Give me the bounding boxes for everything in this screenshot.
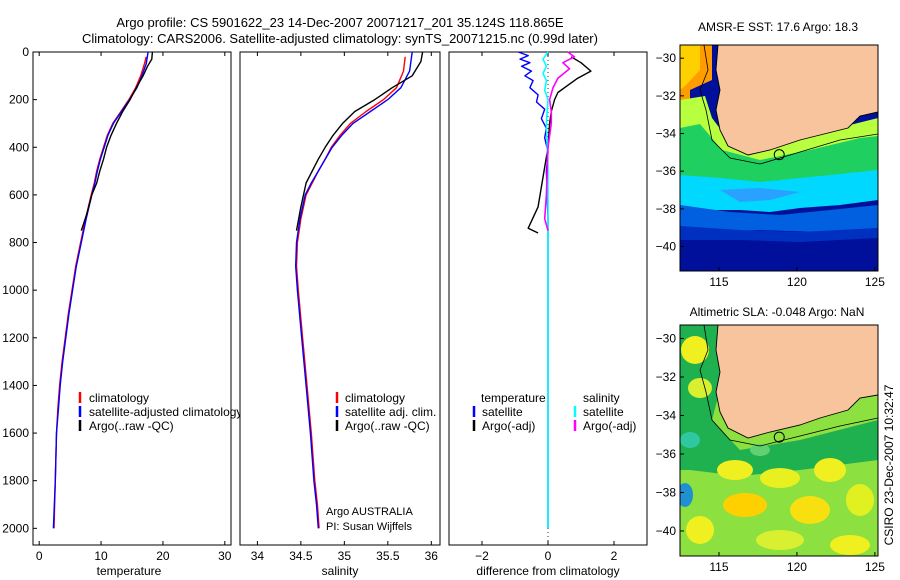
figure-title-line1: Argo profile: CS 5901622_23 14-Dec-2007 …: [116, 15, 563, 30]
map-y-tick-label: −34: [656, 127, 677, 141]
sst-map-frame: [679, 44, 879, 272]
map-y-tick-label: −38: [656, 202, 677, 216]
x-tick-label: 0: [36, 549, 43, 563]
pi-name-label: PI: Susan Wijffels: [326, 521, 412, 533]
series-line-argo-raw-qc: [295, 51, 424, 231]
legend-label-satellite: satellite-adjusted climatology: [89, 405, 242, 419]
sst-map-ticks: 115 120 125 −30 −32 −34 −36 −38 −40: [656, 51, 886, 289]
legend-label-temp-argo: Argo(-adj): [482, 419, 535, 433]
map-y-tick-label: −40: [656, 240, 677, 254]
y-tick-label: 1200: [2, 331, 29, 345]
y-tick-label: 1000: [2, 283, 29, 297]
temperature-y-ticks: 0 200 400 600 800 1000 1200 1400 1600 1800 2000: [2, 45, 37, 535]
legend-title-salinity: salinity: [583, 391, 620, 405]
y-tick-label: 200: [9, 93, 29, 107]
temperature-legend: climatology satellite-adjusted climatolo…: [78, 391, 242, 433]
x-tick-label: 35.5: [376, 549, 400, 563]
map-x-tick-label: 125: [865, 560, 885, 574]
x-tick-label: 34.5: [289, 549, 313, 563]
legend-label-sal-satellite: satellite: [583, 405, 624, 419]
legend-label-sal-argo: Argo(-adj): [583, 419, 636, 433]
y-tick-label: 800: [9, 236, 29, 250]
y-tick-label: 1600: [2, 426, 29, 440]
salinity-panel: 34 34.5 35 35.5 36 salinity climatology sate…: [239, 51, 441, 578]
x-tick-label: 36: [425, 549, 439, 563]
temperature-axes-frame: [32, 51, 232, 546]
x-tick-label: 35: [338, 549, 352, 563]
x-tick-label: 0: [545, 549, 552, 563]
x-tick-label: 2: [611, 549, 618, 563]
y-tick-label: 0: [22, 45, 29, 59]
sla-map-panel: Altimetric SLA: -0.048 Argo: NaN 115: [656, 305, 886, 574]
legend-label-argo: Argo(..raw -QC): [89, 419, 174, 433]
series-line-argo-raw-qc: [80, 51, 154, 231]
series-line-climatology: [295, 56, 406, 529]
temperature-panel: 0 200 400 600 800 1000 1200 1400 1600 1800 2000 0 1…: [2, 45, 242, 578]
map-y-tick-label: −32: [656, 370, 677, 384]
difference-x-label: difference from climatology: [476, 564, 619, 578]
temperature-x-ticks: 0 10 20 30: [36, 52, 232, 563]
sst-map-panel: AMSR-E SST: 17.6 Argo: 18.3 115 120 125 −30…: [656, 20, 886, 289]
salinity-axes-frame: [239, 51, 441, 546]
map-x-tick-label: 120: [787, 275, 807, 289]
legend-label-temp-satellite: satellite: [482, 405, 523, 419]
argo-program-label: Argo AUSTRALIA: [326, 506, 413, 518]
map-y-tick-label: −36: [656, 164, 677, 178]
map-x-tick-label: 115: [709, 560, 728, 574]
map-y-tick-label: −32: [656, 89, 677, 103]
difference-lines: [518, 51, 592, 529]
sst-map-title: AMSR-E SST: 17.6 Argo: 18.3: [698, 20, 858, 34]
x-tick-label: −2: [475, 549, 489, 563]
sla-map-title: Altimetric SLA: -0.048 Argo: NaN: [690, 305, 865, 319]
difference-panel: −2 0 2 difference from climatology tempera…: [448, 51, 648, 578]
legend-label-climatology: climatology: [345, 391, 405, 405]
legend-label-climatology: climatology: [89, 391, 149, 405]
temperature-x-label: temperature: [97, 564, 162, 578]
salinity-x-label: salinity: [322, 564, 359, 578]
map-y-tick-label: −36: [656, 447, 677, 461]
x-tick-label: 20: [156, 549, 170, 563]
series-line-satellite-adj-clim: [295, 51, 413, 529]
x-tick-label: 10: [94, 549, 108, 563]
sst-field: [680, 45, 878, 271]
y-tick-label: 1400: [2, 378, 29, 392]
y-tick-label: 2000: [2, 521, 29, 535]
map-y-tick-label: −30: [656, 331, 677, 345]
x-tick-label: 30: [218, 549, 232, 563]
credit-label: CSIRO 23-Dec-2007 10:32:47: [882, 384, 896, 545]
salinity-lines: [295, 51, 424, 529]
series-line-temperature-argo-adj: [527, 56, 592, 234]
map-y-tick-label: −40: [656, 524, 677, 538]
y-tick-label: 400: [9, 140, 29, 154]
figure-title-line2: Climatology: CARS2006. Satellite-adjuste…: [82, 31, 598, 46]
y-tick-label: 1800: [2, 474, 29, 488]
map-x-tick-label: 120: [787, 560, 807, 574]
sla-map-frame: [679, 324, 879, 557]
salinity-legend: climatology satellite adj. clim. Argo(..…: [335, 391, 436, 433]
y-tick-label: 600: [9, 188, 29, 202]
series-line-salinity-argo-adj: [543, 51, 576, 231]
sla-map-ticks: 115 120 125 −30 −32 −34 −36 −38 −40: [656, 331, 886, 574]
map-x-tick-label: 125: [865, 275, 885, 289]
series-line-salinity-satellite: [542, 51, 549, 529]
difference-legend: temperature satellite Argo(-adj) salinit…: [472, 391, 636, 433]
map-y-tick-label: −30: [656, 51, 677, 65]
temperature-lines: [52, 51, 154, 529]
salinity-x-ticks: 34 34.5 35 35.5 36: [251, 52, 439, 563]
legend-title-temperature: temperature: [481, 391, 546, 405]
x-tick-label: 34: [251, 549, 265, 563]
map-y-tick-label: −34: [656, 408, 677, 422]
legend-label-argo: Argo(..raw -QC): [345, 419, 430, 433]
argo-location-marker: [773, 431, 785, 443]
legend-label-satellite: satellite adj. clim.: [345, 405, 436, 419]
difference-x-ticks: −2 0 2: [475, 52, 618, 563]
argo-location-marker: [773, 149, 785, 161]
map-y-tick-label: −38: [656, 485, 677, 499]
sla-field: [680, 325, 878, 556]
map-x-tick-label: 115: [709, 275, 728, 289]
